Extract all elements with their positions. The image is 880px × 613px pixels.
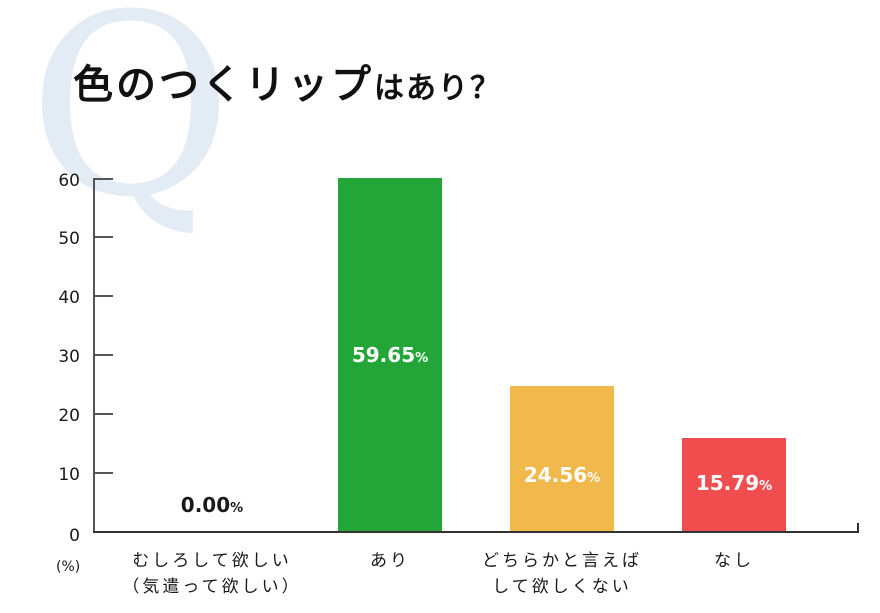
y-label-40: 40 <box>58 288 80 308</box>
x-axis <box>93 531 859 533</box>
bar-dochiraka <box>510 386 614 532</box>
value-label-1: 59.65% <box>351 343 429 367</box>
category-label-2: どちらかと言えば して欲しくない <box>482 551 642 597</box>
y-label-20: 20 <box>58 406 80 426</box>
q-watermark: Q <box>28 0 233 252</box>
chart-title: 色のつくリップはあり？ <box>73 52 502 110</box>
title-main: 色のつくリップ <box>73 62 374 108</box>
bar-nashi <box>682 438 786 532</box>
category-label-3: なし <box>714 551 754 571</box>
y-tick-20 <box>93 413 113 415</box>
y-tick-50 <box>93 236 113 238</box>
y-label-60: 60 <box>58 171 80 191</box>
x-axis-end-tick <box>857 523 859 532</box>
y-label-50: 50 <box>58 229 80 249</box>
y-label-30: 30 <box>58 347 80 367</box>
y-label-10: 10 <box>58 465 80 485</box>
category-label-1: あり <box>370 551 410 571</box>
y-tick-60 <box>93 178 113 180</box>
value-label-2: 24.56% <box>523 463 601 487</box>
bar-ari <box>338 178 442 532</box>
value-label-0: 0.00% <box>180 493 244 517</box>
y-unit-label: (%) <box>56 559 81 575</box>
y-tick-40 <box>93 295 113 297</box>
y-tick-30 <box>93 354 113 356</box>
category-label-0: むしろして欲しい （気遣って欲しい） <box>122 551 302 597</box>
value-label-3: 15.79% <box>695 471 773 495</box>
title-sub: はあり？ <box>374 71 502 106</box>
y-label-0: 0 <box>69 526 80 546</box>
y-tick-10 <box>93 472 113 474</box>
